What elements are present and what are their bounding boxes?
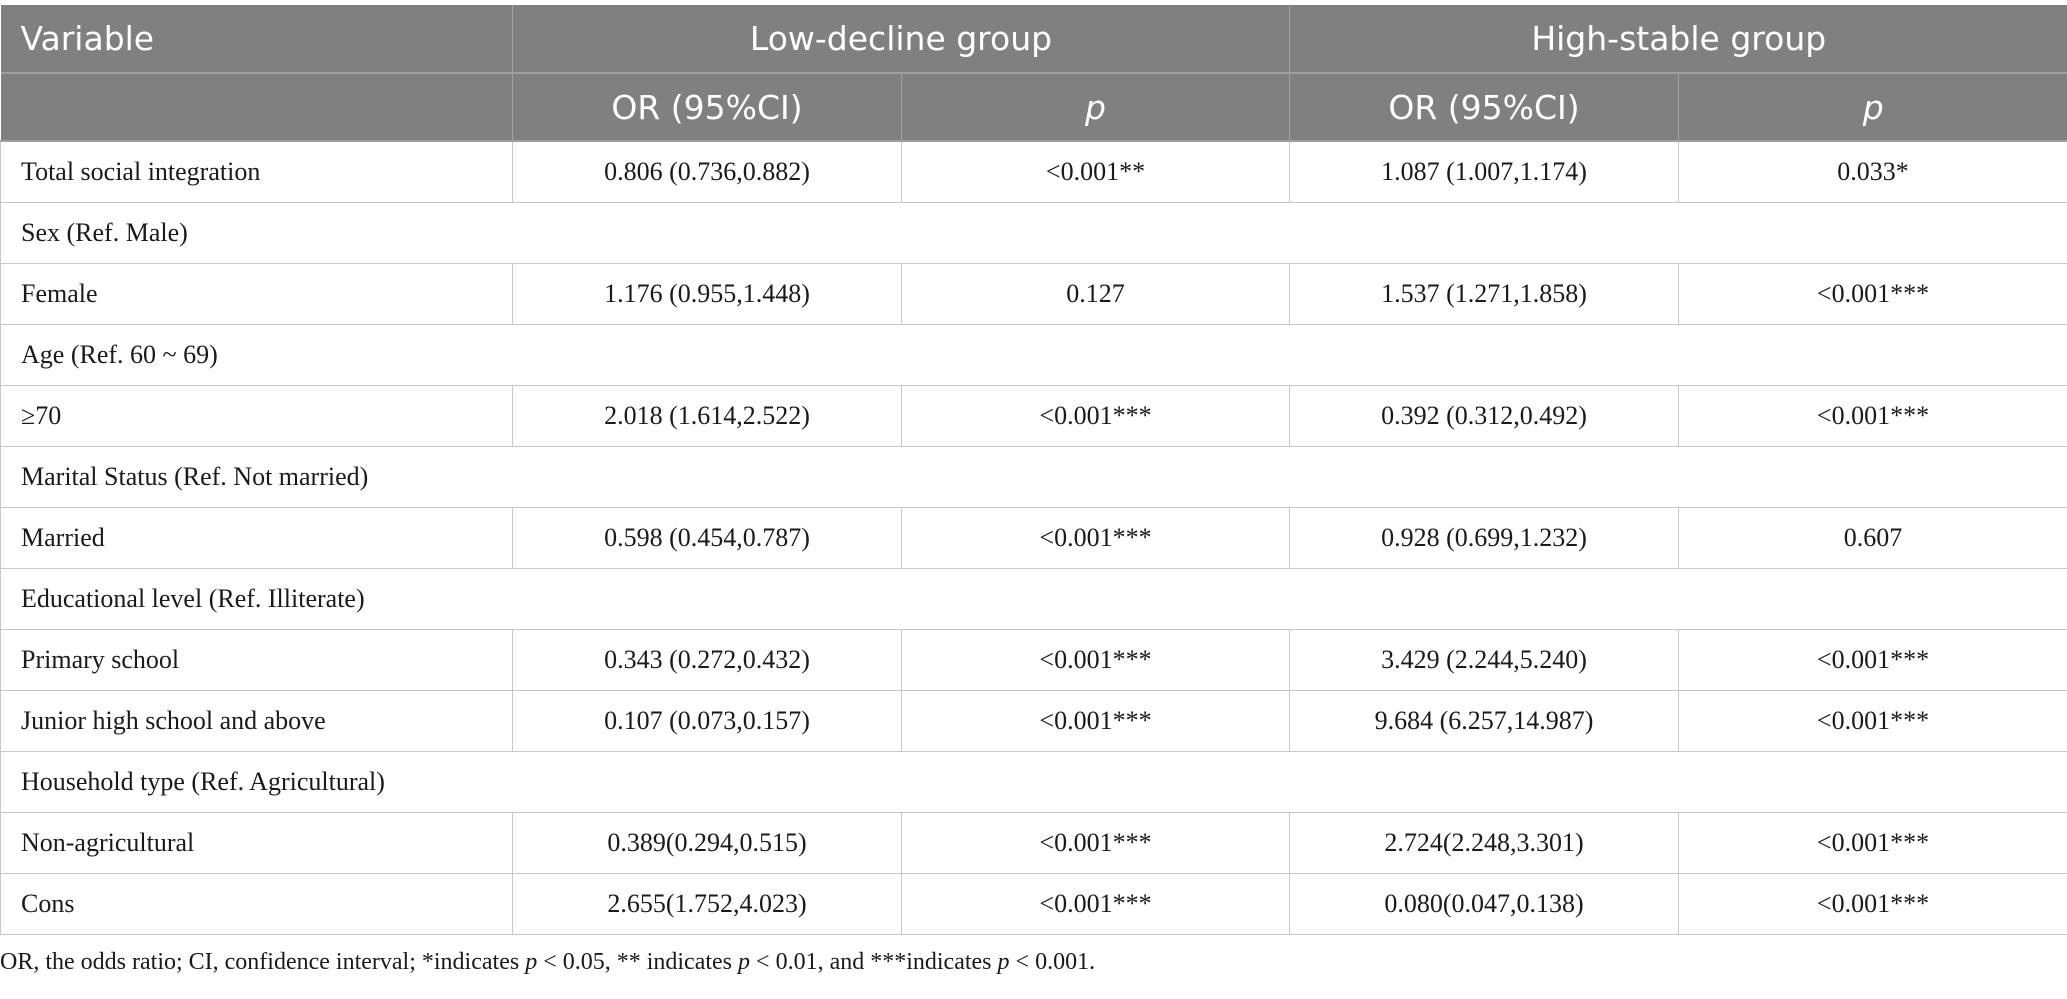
- table-row-group-header: Household type (Ref. Agricultural): [0, 751, 2067, 813]
- table-row-group-header: Sex (Ref. Male): [0, 202, 2067, 264]
- header-p-low: p: [901, 73, 1290, 142]
- row-label: ≥70: [0, 385, 513, 447]
- or-ci-low-decline: 1.176 (0.955,1.448): [512, 263, 902, 325]
- footnote-part3: < 0.01, and ***indicates: [750, 949, 998, 975]
- row-label: Total social integration: [0, 140, 513, 203]
- header-or-ci-high: OR (95%CI): [1289, 73, 1679, 142]
- table-row: Married 0.598 (0.454,0.787) <0.001*** 0.928…: [0, 507, 2067, 569]
- or-ci-low-decline: 0.107 (0.073,0.157): [512, 690, 902, 752]
- p-value-low-decline: <0.001***: [901, 629, 1290, 691]
- header-p-high: p: [1677, 73, 2067, 142]
- table-header: Variable Low-decline group High-stable g…: [0, 5, 2067, 142]
- or-ci-low-decline: 0.806 (0.736,0.882): [512, 140, 902, 203]
- header-row-stats: OR (95%CI) p OR (95%CI) p: [0, 73, 2067, 142]
- group-label: Educational level (Ref. Illiterate): [0, 568, 2067, 630]
- or-ci-high-stable: 0.392 (0.312,0.492): [1289, 385, 1679, 447]
- p-value-low-decline: <0.001***: [901, 690, 1290, 752]
- p-value-high-stable: <0.001***: [1677, 812, 2067, 874]
- table-row: Total social integration 0.806 (0.736,0.8…: [0, 140, 2067, 203]
- p-value-low-decline: <0.001**: [901, 140, 1290, 203]
- p-value-low-decline: <0.001***: [901, 873, 1290, 935]
- or-ci-high-stable: 9.684 (6.257,14.987): [1289, 690, 1679, 752]
- header-high-stable-group: High-stable group: [1288, 5, 2067, 74]
- or-ci-high-stable: 3.429 (2.244,5.240): [1289, 629, 1679, 691]
- group-label: Sex (Ref. Male): [0, 202, 2067, 264]
- odds-ratio-table: Variable Low-decline group High-stable g…: [0, 5, 2067, 935]
- row-label: Female: [0, 263, 513, 325]
- or-ci-low-decline: 2.655(1.752,4.023): [512, 873, 902, 935]
- or-ci-high-stable: 1.087 (1.007,1.174): [1289, 140, 1679, 203]
- row-label: Junior high school and above: [0, 690, 513, 752]
- p-value-high-stable: 0.033*: [1677, 140, 2067, 203]
- row-label: Married: [0, 507, 513, 569]
- p-value-low-decline: <0.001***: [901, 812, 1290, 874]
- p-value-high-stable: <0.001***: [1677, 690, 2067, 752]
- row-label: Non-agricultural: [0, 812, 513, 874]
- or-ci-low-decline: 0.343 (0.272,0.432): [512, 629, 902, 691]
- footnote-p-b: p: [738, 949, 751, 975]
- header-low-decline-group: Low-decline group: [512, 5, 1290, 74]
- table-row: Non-agricultural 0.389(0.294,0.515) <0.001…: [0, 812, 2067, 874]
- or-ci-high-stable: 1.537 (1.271,1.858): [1289, 263, 1679, 325]
- table-row: ≥70 2.018 (1.614,2.522) <0.001*** 0.392 (0.…: [0, 385, 2067, 447]
- row-label: Cons: [0, 873, 513, 935]
- footnote-part1: OR, the odds ratio; CI, confidence inter…: [0, 949, 526, 975]
- p-value-low-decline: <0.001***: [901, 385, 1290, 447]
- table-row-group-header: Age (Ref. 60 ~ 69): [0, 324, 2067, 386]
- p-value-high-stable: <0.001***: [1677, 263, 2067, 325]
- row-label: Primary school: [0, 629, 513, 691]
- p-value-high-stable: <0.001***: [1677, 385, 2067, 447]
- header-empty-cell: [0, 73, 513, 142]
- group-label: Marital Status (Ref. Not married): [0, 446, 2067, 508]
- regression-table-container: Variable Low-decline group High-stable g…: [0, 5, 2067, 976]
- table-row: Female 1.176 (0.955,1.448) 0.127 1.537 (1.2…: [0, 263, 2067, 325]
- table-footnote: OR, the odds ratio; CI, confidence inter…: [0, 949, 2067, 976]
- or-ci-high-stable: 2.724(2.248,3.301): [1289, 812, 1679, 874]
- p-value-low-decline: <0.001***: [901, 507, 1290, 569]
- group-label: Household type (Ref. Agricultural): [0, 751, 2067, 813]
- table-row: Primary school 0.343 (0.272,0.432) <0.001*…: [0, 629, 2067, 691]
- p-value-high-stable: <0.001***: [1677, 873, 2067, 935]
- or-ci-high-stable: 0.080(0.047,0.138): [1289, 873, 1679, 935]
- footnote-part2: < 0.05, ** indicates: [537, 949, 739, 975]
- or-ci-low-decline: 0.389(0.294,0.515): [512, 812, 902, 874]
- table-row-group-header: Educational level (Ref. Illiterate): [0, 568, 2067, 630]
- table-row-group-header: Marital Status (Ref. Not married): [0, 446, 2067, 508]
- table-row: Junior high school and above 0.107 (0.073…: [0, 690, 2067, 752]
- p-value-high-stable: <0.001***: [1677, 629, 2067, 691]
- header-variable: Variable: [0, 5, 513, 74]
- or-ci-low-decline: 0.598 (0.454,0.787): [512, 507, 902, 569]
- footnote-p-a: p: [525, 949, 538, 975]
- header-row-groups: Variable Low-decline group High-stable g…: [0, 5, 2067, 74]
- table-body: Total social integration 0.806 (0.736,0.8…: [0, 140, 2067, 935]
- group-label: Age (Ref. 60 ~ 69): [0, 324, 2067, 386]
- table-row: Cons 2.655(1.752,4.023) <0.001*** 0.080(0.0…: [0, 873, 2067, 935]
- header-or-ci-low: OR (95%CI): [512, 73, 902, 142]
- footnote-p-c: p: [997, 949, 1010, 975]
- p-value-high-stable: 0.607: [1677, 507, 2067, 569]
- or-ci-high-stable: 0.928 (0.699,1.232): [1289, 507, 1679, 569]
- p-value-low-decline: 0.127: [901, 263, 1290, 325]
- footnote-part4: < 0.001.: [1009, 949, 1096, 975]
- or-ci-low-decline: 2.018 (1.614,2.522): [512, 385, 902, 447]
